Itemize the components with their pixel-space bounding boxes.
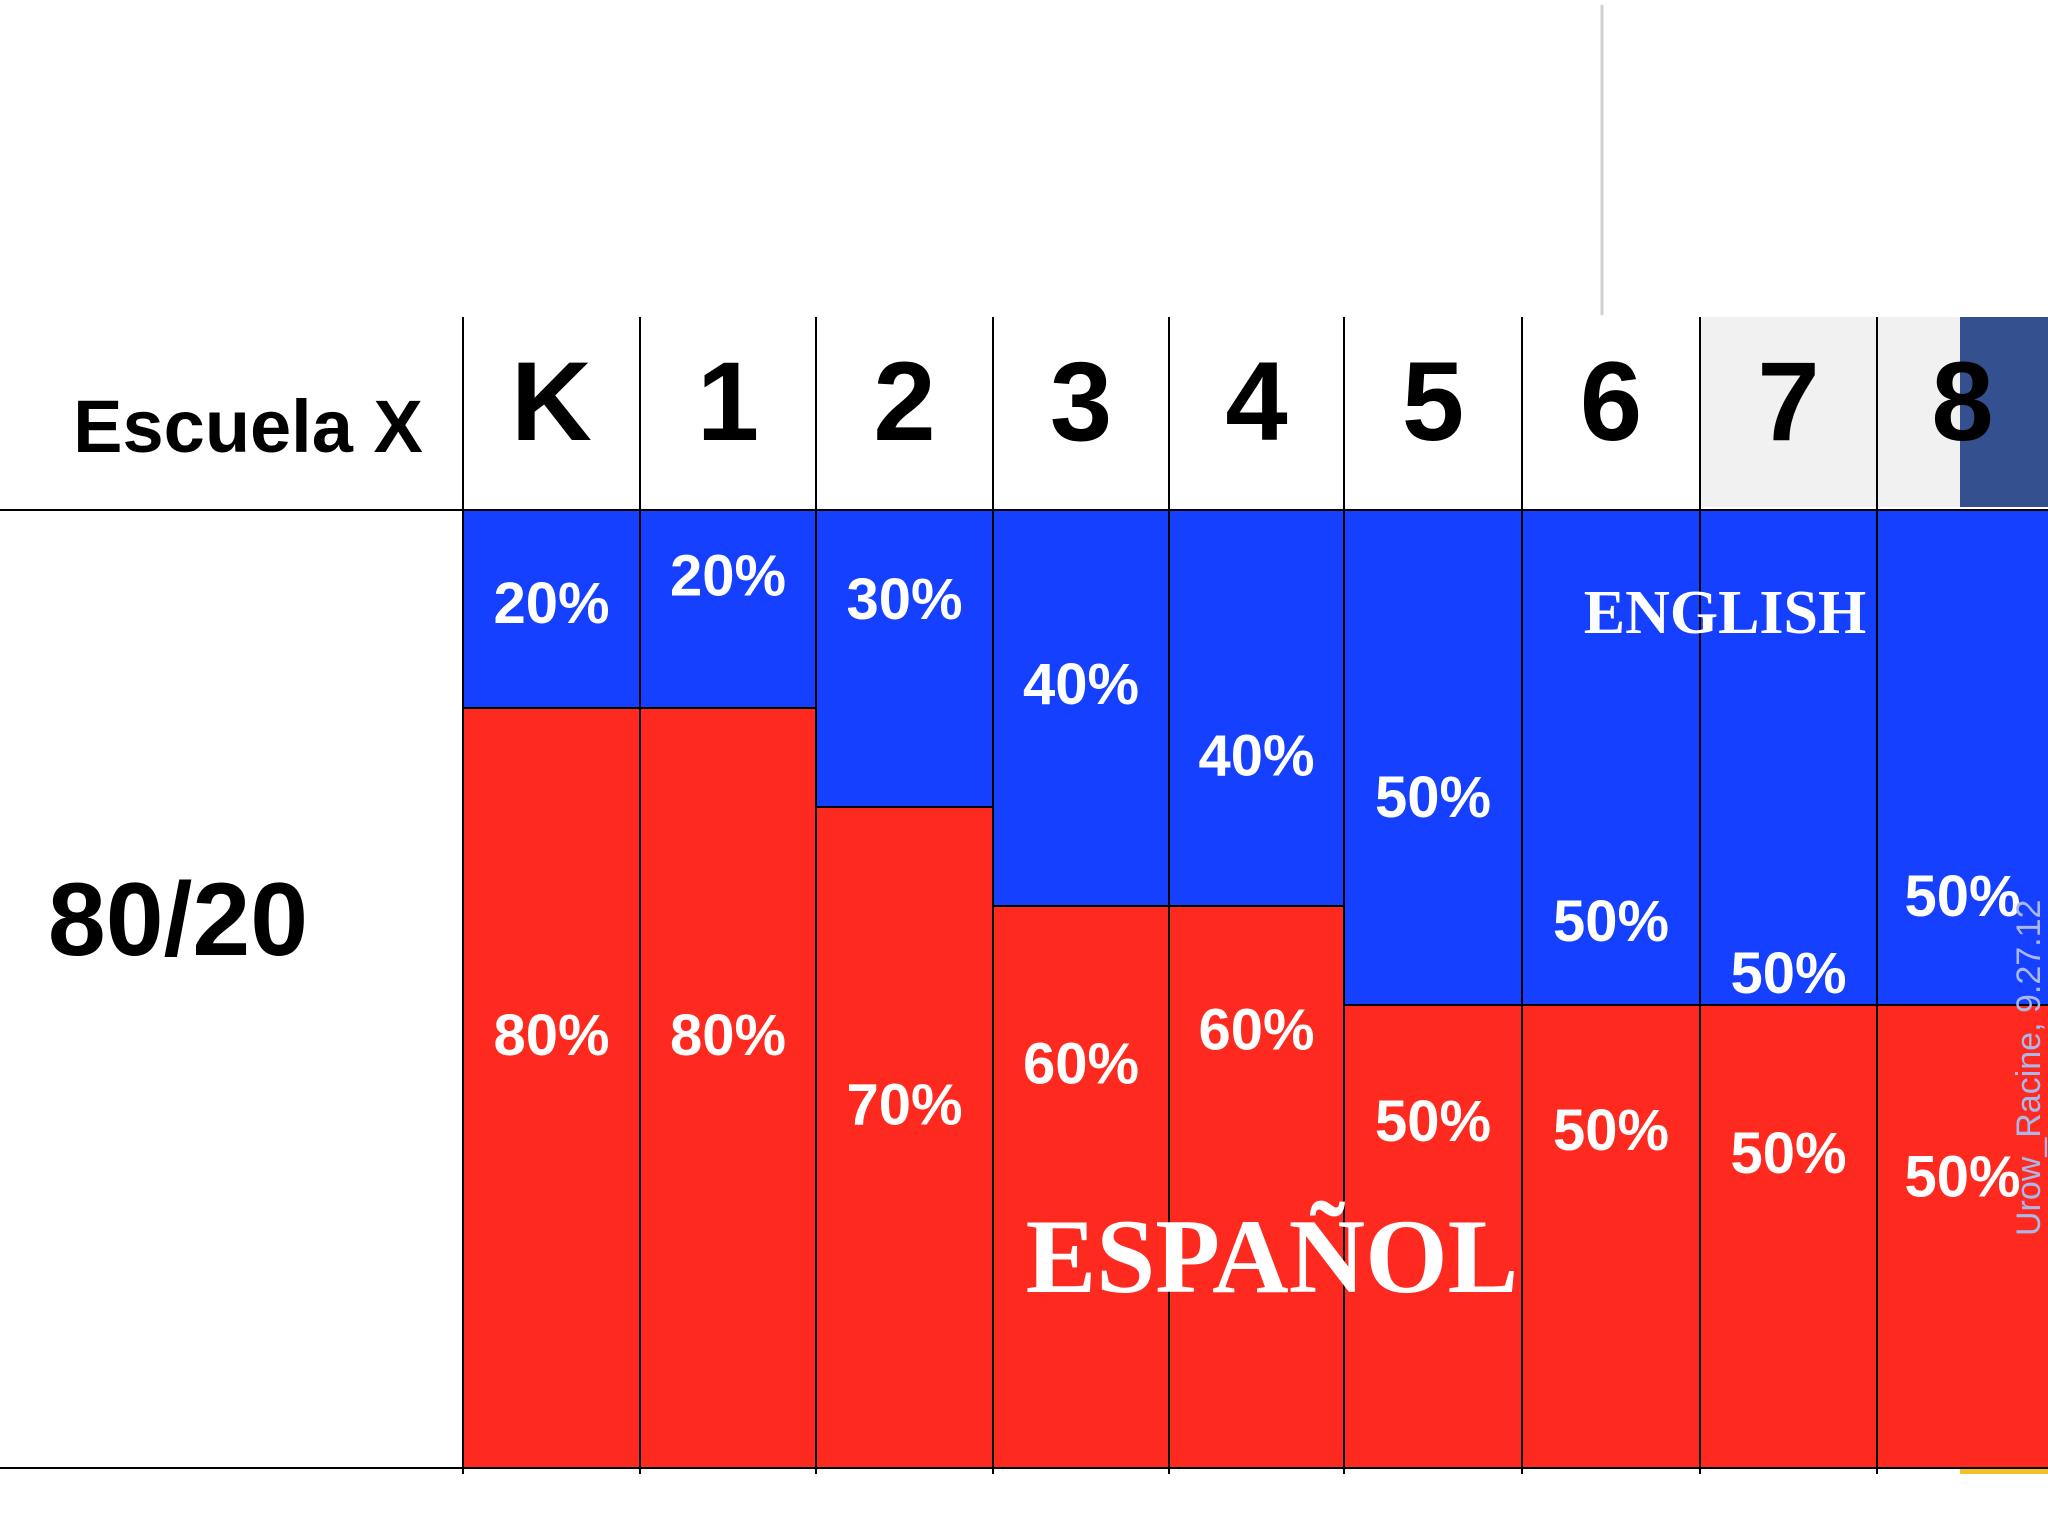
label-espanol-K: 80% xyxy=(493,1003,609,1068)
bar-english-7 xyxy=(1700,510,1877,1005)
bar-espanol-7 xyxy=(1700,1005,1877,1468)
bar-english-6 xyxy=(1522,510,1700,1005)
grade-header-5: 5 xyxy=(1402,339,1464,464)
bar-espanol-8 xyxy=(1877,1005,2048,1468)
bar-espanol-6 xyxy=(1522,1005,1700,1468)
grade-header-7: 7 xyxy=(1757,339,1819,464)
bar-espanol-4 xyxy=(1169,906,1344,1468)
grade-header-4: 4 xyxy=(1225,339,1287,464)
percent-labels: 20% 80% 20% 80% 30% 70% 40% 60% 40% 60% 50% 50% 50% 5… xyxy=(493,543,2020,1209)
espanol-series-label: ESPAÑOL xyxy=(1026,1198,1519,1315)
label-espanol-1: 80% xyxy=(670,1003,786,1068)
label-espanol-6: 50% xyxy=(1553,1098,1669,1163)
grade-header-1: 1 xyxy=(697,339,759,464)
bar-english-4 xyxy=(1169,510,1344,906)
grade-header-2: 2 xyxy=(873,339,935,464)
label-english-5: 50% xyxy=(1375,765,1491,830)
bar-english-3 xyxy=(993,510,1169,906)
yellow-accent-strip xyxy=(1960,1466,2048,1474)
label-english-2: 30% xyxy=(846,567,962,632)
bar-espanol-5 xyxy=(1344,1005,1522,1468)
bar-english-K xyxy=(463,510,640,708)
label-espanol-2: 70% xyxy=(846,1072,962,1137)
bars-group xyxy=(463,510,2048,1468)
label-english-K: 20% xyxy=(493,571,609,636)
header-gradient xyxy=(1700,317,1960,507)
bar-english-8 xyxy=(1877,510,2048,1005)
label-espanol-4: 60% xyxy=(1198,998,1314,1063)
label-english-4: 40% xyxy=(1198,724,1314,789)
bar-espanol-2 xyxy=(816,807,993,1468)
credit-text: Urow_Racine, 9.27.12 xyxy=(2010,900,2048,1236)
label-espanol-8: 50% xyxy=(1904,1144,2020,1209)
english-series-label: ENGLISH xyxy=(1584,579,1867,647)
corner-label: Escuela X xyxy=(73,385,423,468)
grade-header-K: K xyxy=(511,339,592,464)
grade-header-6: 6 xyxy=(1580,339,1642,464)
label-espanol-7: 50% xyxy=(1730,1121,1846,1186)
grid-lines xyxy=(0,317,2048,1474)
label-espanol-3: 60% xyxy=(1023,1031,1139,1096)
label-english-8: 50% xyxy=(1904,864,2020,929)
bar-english-2 xyxy=(816,510,993,807)
grade-header-3: 3 xyxy=(1050,339,1112,464)
bar-espanol-3 xyxy=(993,906,1169,1468)
row-label: 80/20 xyxy=(48,862,308,978)
label-espanol-5: 50% xyxy=(1375,1089,1491,1154)
bar-espanol-K xyxy=(463,708,640,1468)
grade-header-8: 8 xyxy=(1931,339,1993,464)
label-english-3: 40% xyxy=(1023,652,1139,717)
bar-english-5 xyxy=(1344,510,1522,1005)
bar-espanol-1 xyxy=(640,708,816,1468)
bar-english-1 xyxy=(640,510,816,708)
label-english-1: 20% xyxy=(670,543,786,608)
navy-accent-block xyxy=(1960,317,2048,507)
label-english-6: 50% xyxy=(1553,889,1669,954)
label-english-7: 50% xyxy=(1730,941,1846,1006)
